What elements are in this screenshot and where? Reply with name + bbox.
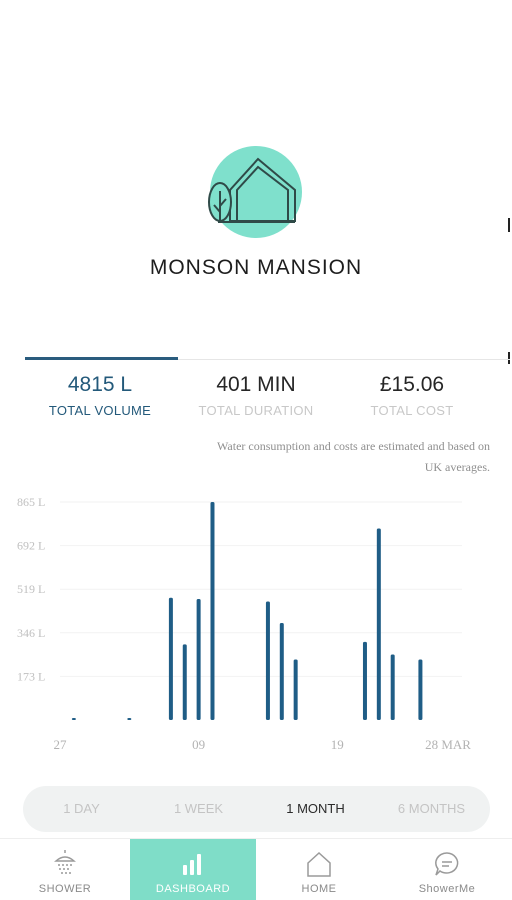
chart-bar[interactable] — [71, 717, 76, 720]
total-cost-label: TOTAL COST — [370, 403, 454, 418]
nav-shower-label: SHOWER — [38, 883, 92, 895]
usage-bar-chart: 865 L 692 L 519 L 346 L 173 L 27 09 19 28 MAR — [17, 495, 471, 752]
active-tab-indicator — [25, 357, 178, 360]
chart-bar[interactable] — [210, 502, 215, 720]
y-tick-label: 519 L — [17, 582, 45, 596]
bar-chart-icon — [178, 849, 208, 879]
y-tick-label: 173 L — [17, 669, 45, 683]
chart-bar[interactable] — [182, 644, 187, 720]
nav-shower[interactable]: SHOWER — [0, 839, 130, 900]
chart-bar[interactable] — [196, 599, 201, 720]
nav-dashboard-label: DASHBOARD — [155, 883, 231, 895]
nav-home-label: HOME — [301, 883, 337, 895]
y-tick-label: 692 L — [17, 539, 45, 553]
x-tick-label: 27 — [54, 737, 68, 752]
metric-tabs: 4815 L TOTAL VOLUME 401 MIN TOTAL DURATI… — [25, 357, 510, 427]
chart-bar[interactable] — [362, 641, 367, 720]
x-tick-label: 28 MAR — [425, 737, 471, 752]
period-6-months[interactable]: 6 MONTHS — [397, 801, 466, 816]
estimate-note-line: UK averages. — [424, 460, 490, 474]
period-1-week[interactable]: 1 WEEK — [173, 801, 224, 816]
chart-bar[interactable] — [390, 654, 395, 720]
total-volume-value: 4815 L — [67, 373, 133, 396]
edge-marker — [508, 218, 510, 232]
estimate-note-line: Water consumption and costs are estimate… — [217, 439, 490, 453]
total-duration-label: TOTAL DURATION — [198, 403, 314, 418]
tab-total-cost[interactable]: £15.06 TOTAL COST — [337, 373, 487, 418]
total-duration-value: 401 MIN — [216, 373, 296, 396]
edge-marker — [508, 352, 510, 364]
chat-bubble-icon — [432, 849, 462, 879]
chart-bar[interactable] — [293, 659, 298, 720]
chart-bar[interactable] — [127, 717, 132, 720]
period-1-month[interactable]: 1 MONTH — [286, 801, 345, 816]
chart-bar[interactable] — [279, 622, 284, 720]
period-selector: 1 DAY 1 WEEK 1 MONTH 6 MONTHS — [23, 786, 490, 832]
chart-bar[interactable] — [168, 597, 173, 720]
estimate-note: Water consumption and costs are estimate… — [130, 436, 490, 478]
house-tree-icon — [206, 146, 306, 246]
chart-bar[interactable] — [265, 601, 270, 720]
chart-bar[interactable] — [376, 528, 381, 720]
nav-home[interactable]: HOME — [256, 839, 382, 900]
bottom-nav: SHOWER DASHBOARD HOME ShowerMe — [0, 838, 512, 900]
home-name: MONSON MANSION — [149, 256, 363, 279]
chart-bar[interactable] — [418, 659, 423, 720]
home-icon — [304, 849, 334, 879]
tabs-divider — [25, 359, 510, 360]
period-1-day[interactable]: 1 DAY — [63, 801, 100, 816]
x-tick-label: 19 — [331, 737, 344, 752]
shower-head-icon — [50, 849, 80, 879]
total-cost-value: £15.06 — [379, 373, 445, 396]
x-tick-label: 09 — [192, 737, 205, 752]
tab-total-volume[interactable]: 4815 L TOTAL VOLUME — [25, 373, 175, 418]
nav-dashboard[interactable]: DASHBOARD — [130, 839, 256, 900]
nav-showerme[interactable]: ShowerMe — [382, 839, 512, 900]
y-tick-label: 346 L — [17, 626, 45, 640]
tab-total-duration[interactable]: 401 MIN TOTAL DURATION — [181, 373, 331, 418]
y-tick-label: 865 L — [17, 495, 45, 509]
total-volume-label: TOTAL VOLUME — [48, 403, 152, 418]
nav-showerme-label: ShowerMe — [418, 883, 476, 895]
